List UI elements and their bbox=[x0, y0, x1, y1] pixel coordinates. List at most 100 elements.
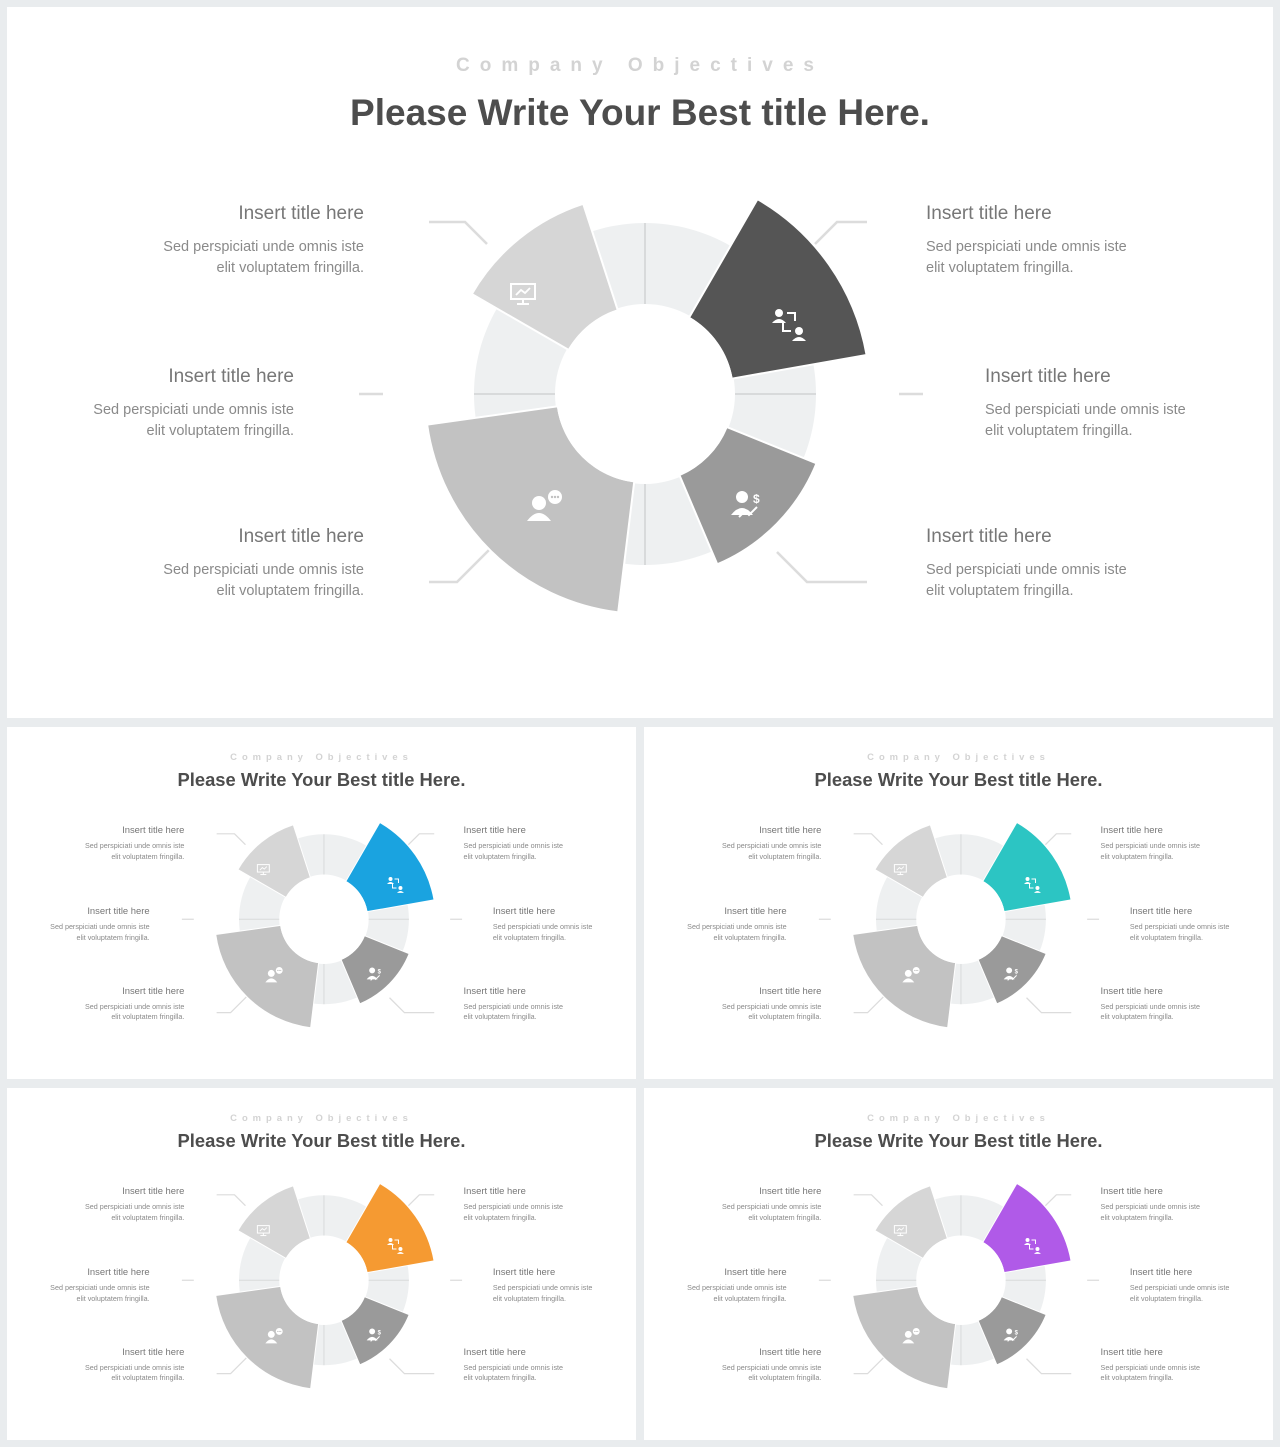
item-title: Insert title here bbox=[1100, 1185, 1163, 1197]
item-description: Sed perspiciati unde omnis iste bbox=[1100, 1362, 1201, 1372]
item-description: Sed perspiciati unde omnis iste bbox=[463, 1001, 564, 1011]
connector-line bbox=[389, 1358, 435, 1375]
people-exchange-icon bbox=[1024, 877, 1041, 893]
item-description: Sed perspiciati unde omnis iste bbox=[84, 1362, 185, 1372]
item-label-2: Insert title here Sed perspiciati unde om… bbox=[926, 203, 1127, 279]
slide-purple: $ Company Objectives Please Write Your Bes… bbox=[644, 1088, 1273, 1440]
item-description: elit voluptatem fringilla. bbox=[1100, 1012, 1174, 1022]
person-chat-icon bbox=[265, 1327, 283, 1344]
item-label-1: Insert title here Sed perspiciati unde om… bbox=[722, 824, 821, 862]
item-label-4: Insert title here Sed perspiciati unde om… bbox=[1130, 1266, 1229, 1304]
item-description: elit voluptatem fringilla. bbox=[111, 1373, 185, 1383]
item-title: Insert title here bbox=[238, 203, 364, 224]
item-description: elit voluptatem fringilla. bbox=[1100, 1212, 1174, 1222]
connector-line bbox=[1044, 833, 1072, 846]
item-label-2: Insert title here Sed perspiciati unde om… bbox=[1101, 824, 1200, 862]
item-description: Sed perspiciati unde omnis iste bbox=[163, 562, 364, 578]
item-description: elit voluptatem fringilla. bbox=[111, 1012, 185, 1022]
item-description: Sed perspiciati unde omnis iste bbox=[84, 1202, 185, 1212]
item-title: Insert title here bbox=[1100, 984, 1163, 996]
connector-line bbox=[216, 833, 246, 846]
item-description: elit voluptatem fringilla. bbox=[492, 932, 566, 942]
item-title: Insert title here bbox=[724, 905, 787, 917]
item-title: Insert title here bbox=[759, 984, 822, 996]
connector-line bbox=[389, 997, 435, 1014]
person-chat-icon bbox=[902, 1327, 920, 1344]
presentation-chart-icon bbox=[893, 1225, 907, 1237]
svg-text:$: $ bbox=[1015, 1330, 1019, 1336]
item-description: elit voluptatem fringilla. bbox=[463, 1373, 537, 1383]
people-exchange-icon bbox=[387, 877, 404, 893]
item-label-1: Insert title here Sed perspiciati unde om… bbox=[722, 1185, 821, 1223]
item-description: Sed perspiciati unde omnis iste bbox=[926, 239, 1127, 255]
item-label-2: Insert title here Sed perspiciati unde om… bbox=[464, 1185, 563, 1223]
item-description: Sed perspiciati unde omnis iste bbox=[687, 922, 787, 932]
item-label-4: Insert title here Sed perspiciati unde om… bbox=[493, 1266, 592, 1304]
item-description: elit voluptatem fringilla. bbox=[1129, 1293, 1203, 1303]
item-description: Sed perspiciati unde omnis iste bbox=[84, 841, 185, 851]
item-description: elit voluptatem fringilla. bbox=[1129, 932, 1203, 942]
svg-text:$: $ bbox=[378, 969, 382, 975]
item-description: elit voluptatem fringilla. bbox=[748, 1212, 822, 1222]
presentation-chart-icon bbox=[893, 864, 907, 876]
item-description: Sed perspiciati unde omnis iste bbox=[1100, 1001, 1201, 1011]
item-description: Sed perspiciati unde omnis iste bbox=[463, 1202, 564, 1212]
item-label-6: Insert title here Sed perspiciati unde om… bbox=[1101, 985, 1200, 1023]
presentation-chart-icon bbox=[510, 283, 536, 305]
person-money-icon: $ bbox=[1003, 967, 1019, 981]
item-title: Insert title here bbox=[926, 526, 1052, 547]
item-description: elit voluptatem fringilla. bbox=[76, 932, 150, 942]
people-exchange-icon bbox=[387, 1238, 404, 1254]
item-title: Insert title here bbox=[759, 1185, 822, 1197]
item-description: elit voluptatem fringilla. bbox=[463, 851, 537, 861]
center-circle bbox=[916, 1236, 1006, 1325]
item-description: elit voluptatem fringilla. bbox=[748, 1373, 822, 1383]
item-description: elit voluptatem fringilla. bbox=[748, 851, 822, 861]
item-label-1: Insert title here Sed perspiciati unde om… bbox=[85, 1185, 184, 1223]
cycle-chart: $ bbox=[818, 821, 1100, 1029]
item-description: Sed perspiciati unde omnis iste bbox=[721, 1202, 822, 1212]
item-description: elit voluptatem fringilla. bbox=[713, 932, 787, 942]
item-description: elit voluptatem fringilla. bbox=[111, 851, 185, 861]
item-description: elit voluptatem fringilla. bbox=[216, 583, 365, 599]
item-title: Insert title here bbox=[122, 824, 185, 836]
item-description: Sed perspiciati unde omnis iste bbox=[721, 1362, 822, 1372]
item-label-5: Insert title here Sed perspiciati unde om… bbox=[85, 1346, 184, 1384]
item-description: elit voluptatem fringilla. bbox=[1100, 1373, 1174, 1383]
page-title: Please Write Your Best title Here. bbox=[177, 769, 466, 791]
presentation-chart-icon bbox=[256, 864, 270, 876]
item-description: elit voluptatem fringilla. bbox=[463, 1012, 537, 1022]
person-money-icon: $ bbox=[366, 967, 382, 981]
connector-line bbox=[216, 996, 247, 1014]
connector-line bbox=[853, 1357, 884, 1375]
item-label-4: Insert title here Sed perspiciati unde om… bbox=[493, 905, 592, 943]
svg-text:$: $ bbox=[1015, 969, 1019, 975]
item-label-6: Insert title here Sed perspiciati unde om… bbox=[464, 1346, 563, 1384]
person-chat-icon bbox=[527, 490, 562, 521]
connector-line bbox=[853, 1194, 883, 1207]
item-description: Sed perspiciati unde omnis iste bbox=[463, 841, 564, 851]
item-label-5: Insert title here Sed perspiciati unde om… bbox=[722, 1346, 821, 1384]
item-description: Sed perspiciati unde omnis iste bbox=[721, 841, 822, 851]
svg-text:$: $ bbox=[753, 492, 760, 506]
item-title: Insert title here bbox=[463, 1185, 526, 1197]
item-description: Sed perspiciati unde omnis iste bbox=[1129, 1283, 1230, 1293]
subtitle: Company Objectives bbox=[867, 750, 1050, 762]
slide-blue: $ Company Objectives Please Write Your Bes… bbox=[7, 727, 636, 1079]
item-label-5: Insert title here Sed perspiciati unde om… bbox=[722, 985, 821, 1023]
connector-line bbox=[216, 1357, 247, 1375]
people-exchange-icon bbox=[1024, 1238, 1041, 1254]
item-title: Insert title here bbox=[122, 984, 185, 996]
item-label-2: Insert title here Sed perspiciati unde om… bbox=[1101, 1185, 1200, 1223]
item-title: Insert title here bbox=[87, 905, 150, 917]
item-description: elit voluptatem fringilla. bbox=[492, 1293, 566, 1303]
item-title: Insert title here bbox=[168, 366, 294, 387]
connector-line bbox=[776, 551, 867, 584]
item-description: elit voluptatem fringilla. bbox=[748, 1012, 822, 1022]
page-title: Please Write Your Best title Here. bbox=[350, 92, 930, 133]
item-title: Insert title here bbox=[759, 824, 822, 836]
connector-line bbox=[853, 833, 883, 846]
item-description: elit voluptatem fringilla. bbox=[111, 1212, 185, 1222]
connector-line bbox=[814, 220, 867, 245]
item-title: Insert title here bbox=[122, 1185, 185, 1197]
